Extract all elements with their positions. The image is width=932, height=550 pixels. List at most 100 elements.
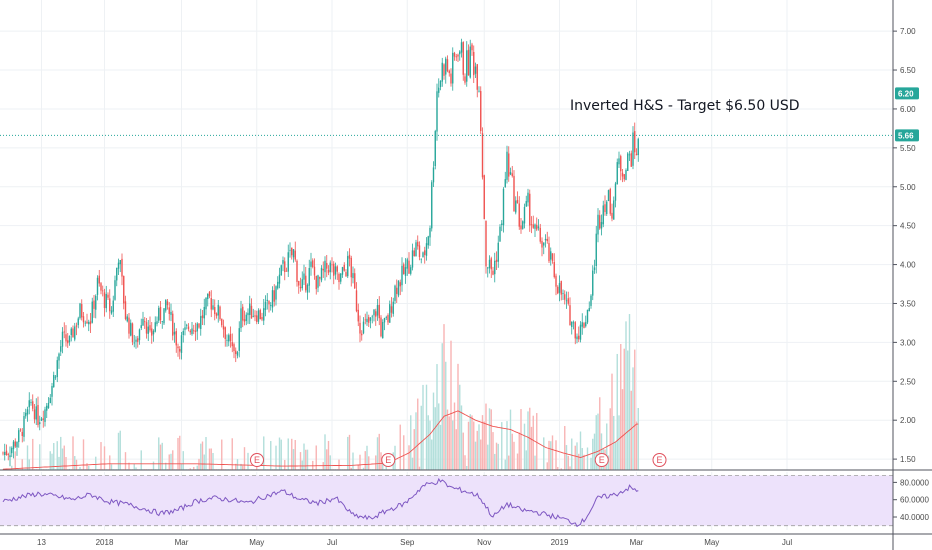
candle-body <box>441 62 443 82</box>
volume-bar <box>21 459 23 470</box>
candle-body <box>369 317 372 321</box>
candle-body <box>163 308 165 324</box>
volume-bar <box>516 453 519 470</box>
candle-body <box>273 290 275 302</box>
volume-bar <box>634 349 636 470</box>
rsi-tick-label: 80.0000 <box>900 478 929 487</box>
candle-body <box>182 331 184 335</box>
volume-bar <box>583 454 585 470</box>
candle-body <box>354 273 356 289</box>
candle-body <box>327 269 330 273</box>
candle-body <box>611 212 613 219</box>
time-tick-label: Jul <box>327 538 337 547</box>
candle-body <box>487 267 489 269</box>
candle-body <box>63 331 65 333</box>
volume-bar <box>74 456 76 470</box>
candle-body <box>301 279 303 289</box>
candle-body <box>254 315 256 317</box>
candle-body <box>425 243 428 256</box>
candle-body <box>96 277 99 295</box>
candle-body <box>131 323 134 343</box>
candle-body <box>30 402 32 403</box>
candle-body <box>471 44 473 51</box>
candle-body <box>518 203 520 227</box>
candle-body <box>534 224 536 229</box>
price-tick-label: 4.00 <box>900 261 916 270</box>
candle-body <box>28 400 30 408</box>
candle-body <box>142 318 144 326</box>
volume-bar <box>65 457 67 470</box>
volume-bar <box>418 466 421 470</box>
volume-bar <box>338 459 340 470</box>
candle-body <box>264 301 267 310</box>
candle-body <box>371 316 373 318</box>
candle-body <box>170 311 172 315</box>
volume-bar <box>546 462 548 470</box>
candle-body <box>392 301 394 314</box>
candle-body <box>193 330 195 332</box>
volume-bar <box>100 442 102 470</box>
candle-body <box>462 42 464 75</box>
volume-bar <box>198 458 200 470</box>
volume-bar <box>506 421 508 470</box>
candle-body <box>280 265 282 276</box>
volume-bar <box>212 452 214 470</box>
candle-body <box>217 304 219 316</box>
candle-body <box>333 263 335 276</box>
last-price-badge-bg <box>895 129 919 142</box>
candle-body <box>334 266 337 275</box>
volume-bar <box>364 451 366 470</box>
candle-body <box>439 80 442 88</box>
volume-bar <box>417 398 419 470</box>
candle-body <box>222 325 225 330</box>
candle-body <box>583 323 585 328</box>
volume-bar <box>58 456 60 470</box>
candle-body <box>399 282 401 287</box>
candle-body <box>19 429 22 431</box>
candle-body <box>109 298 111 312</box>
candle-body <box>207 293 209 300</box>
volume-bar <box>448 416 450 470</box>
candle-body <box>578 335 580 340</box>
candle-body <box>522 221 524 229</box>
candle-body <box>93 300 95 309</box>
volume-bar <box>625 321 627 470</box>
candle-body <box>558 283 561 293</box>
candle-body <box>541 240 543 248</box>
volume-bar <box>368 456 370 470</box>
candle-body <box>348 254 351 259</box>
volume-bar <box>422 384 424 470</box>
candle-body <box>576 336 578 340</box>
volume-bar <box>119 430 121 470</box>
rsi-band-fill <box>0 475 893 526</box>
volume-bar <box>303 443 305 470</box>
candle-body <box>455 56 457 58</box>
price-tick-label: 6.00 <box>900 105 916 114</box>
candle-body <box>289 249 291 251</box>
candle-body <box>285 270 288 272</box>
candle-body <box>431 182 433 229</box>
candle-body <box>467 49 470 76</box>
candle-body <box>501 223 503 225</box>
volume-bar <box>415 412 417 470</box>
candle-body <box>147 326 149 334</box>
volume-bar <box>117 432 120 470</box>
candle-body <box>47 402 50 409</box>
volume-bar <box>159 444 162 470</box>
volume-bar <box>292 449 295 470</box>
candle-body <box>84 322 86 324</box>
candle-body <box>513 175 515 212</box>
volume-bar <box>280 439 282 470</box>
candle-body <box>413 250 415 257</box>
volume-bar <box>518 432 520 470</box>
candle-body <box>315 275 317 290</box>
candle-body <box>196 323 198 332</box>
candle-body <box>452 52 454 84</box>
candle-body <box>480 91 482 131</box>
candles <box>2 38 639 467</box>
volume-bar <box>501 422 503 470</box>
candle-body <box>186 324 188 326</box>
volume-bar <box>203 454 205 470</box>
